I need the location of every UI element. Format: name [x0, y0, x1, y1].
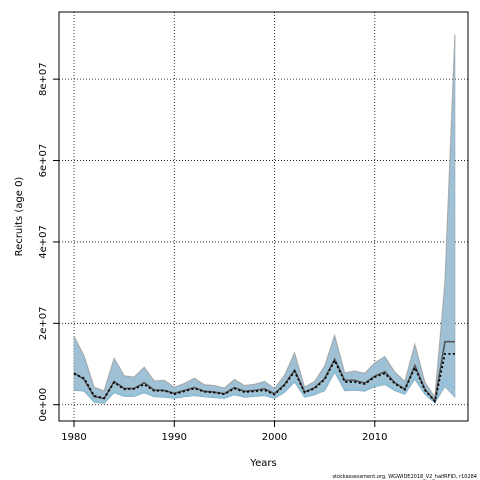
x-tick-label: 1990: [162, 432, 187, 443]
series-lines: [73, 340, 455, 404]
x-axis-label: Years: [249, 458, 276, 469]
confidence-band: [73, 34, 456, 404]
x-tick-label: 1980: [61, 432, 86, 443]
credit-text: stockassessment.org, WGWIDE2018_V2_halfR…: [332, 474, 477, 480]
plot-frame: [58, 11, 469, 422]
x-axis: 1980 1990 2000 2010: [61, 421, 387, 443]
y-tick-label: 2e+07: [38, 307, 49, 341]
y-tick-label: 0e+00: [38, 388, 49, 422]
upper-bound-line: [73, 34, 456, 400]
confidence-band-area: [73, 34, 456, 404]
x-tick-label: 2010: [362, 432, 387, 443]
y-tick-label: 8e+07: [38, 62, 49, 96]
estimate-line: [73, 352, 455, 404]
y-axis: 0e+00 2e+07 4e+07 6e+07 8e+07: [38, 62, 59, 422]
x-tick-label: 2000: [262, 432, 287, 443]
y-tick-label: 4e+07: [38, 225, 49, 259]
lower-highlight-line: [73, 369, 456, 404]
y-axis-label: Recruits (age 0): [14, 177, 25, 257]
grid-lines: [59, 12, 468, 421]
y-tick-label: 6e+07: [38, 144, 49, 178]
